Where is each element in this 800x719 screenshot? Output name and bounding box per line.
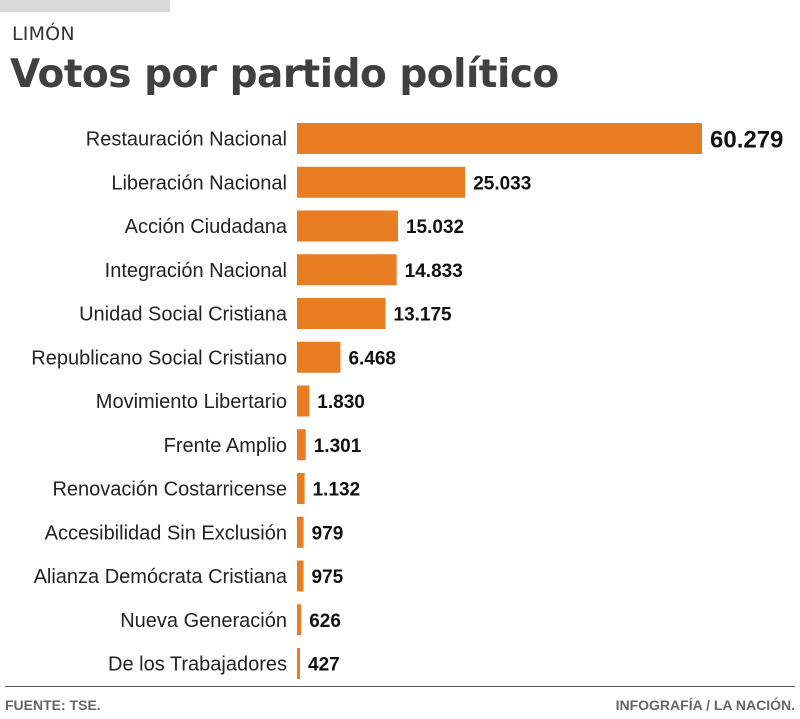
category-label: Acción Ciudadana [125, 216, 288, 238]
value-label: 626 [309, 611, 341, 632]
bar [297, 604, 302, 636]
category-label: Frente Amplio [164, 435, 287, 457]
category-label: Accesibilidad Sin Exclusión [45, 522, 287, 544]
bar [297, 560, 304, 592]
category-label: Alianza Demócrata Cristiana [34, 566, 288, 588]
value-label: 6.468 [348, 348, 396, 369]
category-label: Movimiento Libertario [96, 391, 287, 413]
footer-divider [5, 686, 795, 687]
bar [297, 516, 304, 548]
category-label: Renovación Costarricense [52, 479, 287, 501]
bar [297, 254, 397, 286]
bar [297, 123, 702, 154]
source-label: FUENTE: TSE. [5, 697, 101, 713]
category-label: Unidad Social Cristiana [79, 304, 288, 326]
bar [297, 341, 341, 373]
bar [297, 385, 310, 417]
value-label: 15.032 [406, 217, 464, 238]
credit-label: INFOGRAFÍA / LA NACIÓN. [615, 697, 795, 713]
category-label: Restauración Nacional [86, 129, 287, 151]
bar [297, 210, 398, 242]
chart-title: Votos por partido político [10, 52, 559, 97]
value-label: 427 [308, 655, 340, 676]
value-label: 979 [312, 523, 344, 544]
value-label: 1.301 [314, 436, 362, 457]
category-label: De los Trabajadores [108, 654, 287, 676]
region-label: LIMÓN [12, 23, 75, 45]
value-label: 975 [312, 567, 344, 588]
bar [297, 429, 306, 461]
bar [297, 648, 300, 679]
bar [297, 473, 305, 504]
value-label: 25.033 [473, 173, 531, 194]
value-label: 60.279 [710, 127, 783, 154]
value-label: 1.132 [313, 480, 361, 501]
value-label: 13.175 [394, 305, 453, 326]
category-label: Integración Nacional [105, 260, 287, 282]
category-label: Nueva Generación [120, 610, 287, 632]
bar [297, 166, 466, 198]
value-label: 14.833 [405, 261, 463, 282]
bar [297, 298, 386, 329]
category-label: Liberación Nacional [111, 172, 287, 194]
value-label: 1.830 [317, 392, 365, 413]
top-accent-bar [0, 0, 170, 12]
category-label: Republicano Social Cristiano [31, 347, 287, 369]
